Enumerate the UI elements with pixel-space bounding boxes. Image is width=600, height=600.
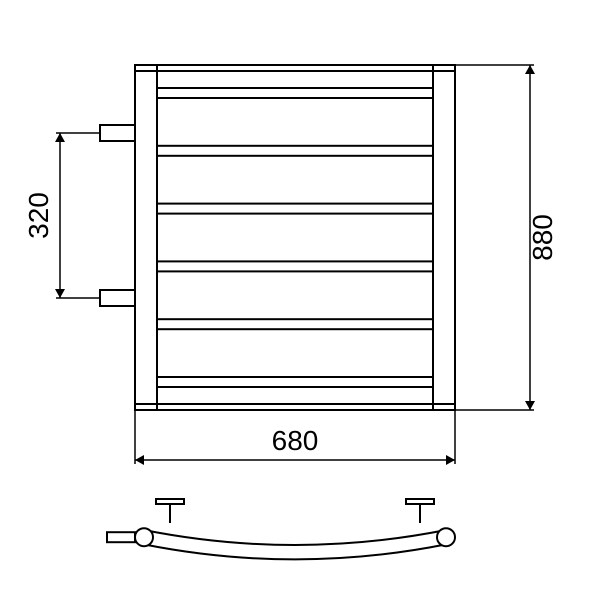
dim-680-label: 680 bbox=[272, 425, 319, 456]
dim-320-label: 320 bbox=[23, 192, 54, 239]
technical-drawing: 320 880 680 bbox=[0, 0, 600, 600]
side-view bbox=[107, 499, 455, 559]
dim-880-label: 880 bbox=[527, 214, 558, 261]
front-view bbox=[100, 65, 455, 410]
